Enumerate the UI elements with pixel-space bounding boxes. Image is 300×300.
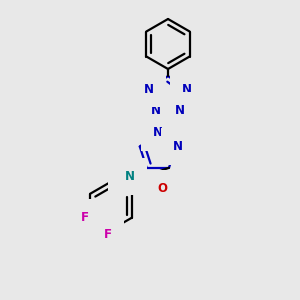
Text: N: N: [173, 140, 183, 153]
Text: N: N: [125, 170, 135, 183]
Text: F: F: [104, 228, 112, 241]
Text: N: N: [153, 126, 163, 139]
Text: N: N: [175, 104, 185, 117]
Text: N: N: [182, 82, 192, 96]
Text: O: O: [157, 182, 167, 195]
Text: F: F: [81, 211, 89, 224]
Text: H: H: [119, 172, 129, 182]
Text: N: N: [144, 82, 154, 96]
Text: N: N: [151, 104, 161, 117]
